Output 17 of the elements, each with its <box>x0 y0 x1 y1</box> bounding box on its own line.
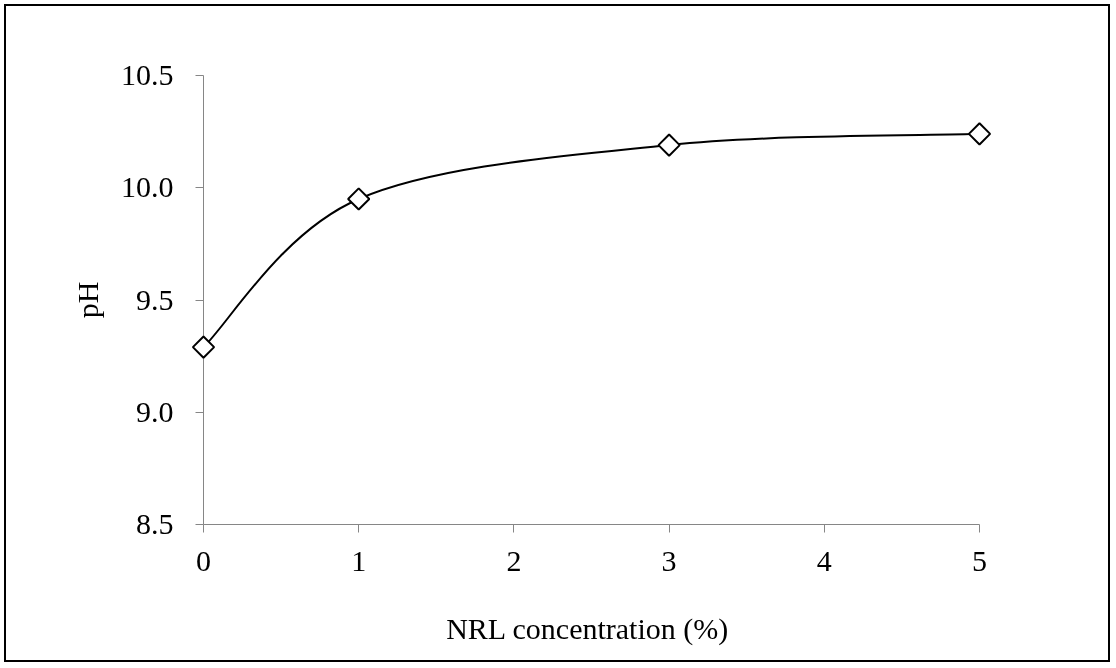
x-tick-label: 0 <box>196 543 211 577</box>
x-axis-title: NRL concentration (%) <box>446 611 729 646</box>
y-tick-label: 8.5 <box>136 507 174 540</box>
x-tick-label: 3 <box>661 543 677 577</box>
point <box>347 187 371 211</box>
y-tick-label: 10.0 <box>121 170 174 204</box>
point <box>657 133 681 157</box>
x-tick-label: 5 <box>972 543 987 577</box>
y-tick-label: 10.5 <box>121 58 174 91</box>
y-tick-label: 9.5 <box>136 282 174 316</box>
y-axis-title: pH <box>71 281 104 319</box>
point <box>967 122 992 146</box>
x-tick-label: 1 <box>351 543 367 577</box>
y-tick-label: 9.0 <box>136 394 174 428</box>
point <box>191 335 216 359</box>
x-tick-label: 2 <box>506 543 522 577</box>
x-tick-label: 4 <box>816 543 832 577</box>
